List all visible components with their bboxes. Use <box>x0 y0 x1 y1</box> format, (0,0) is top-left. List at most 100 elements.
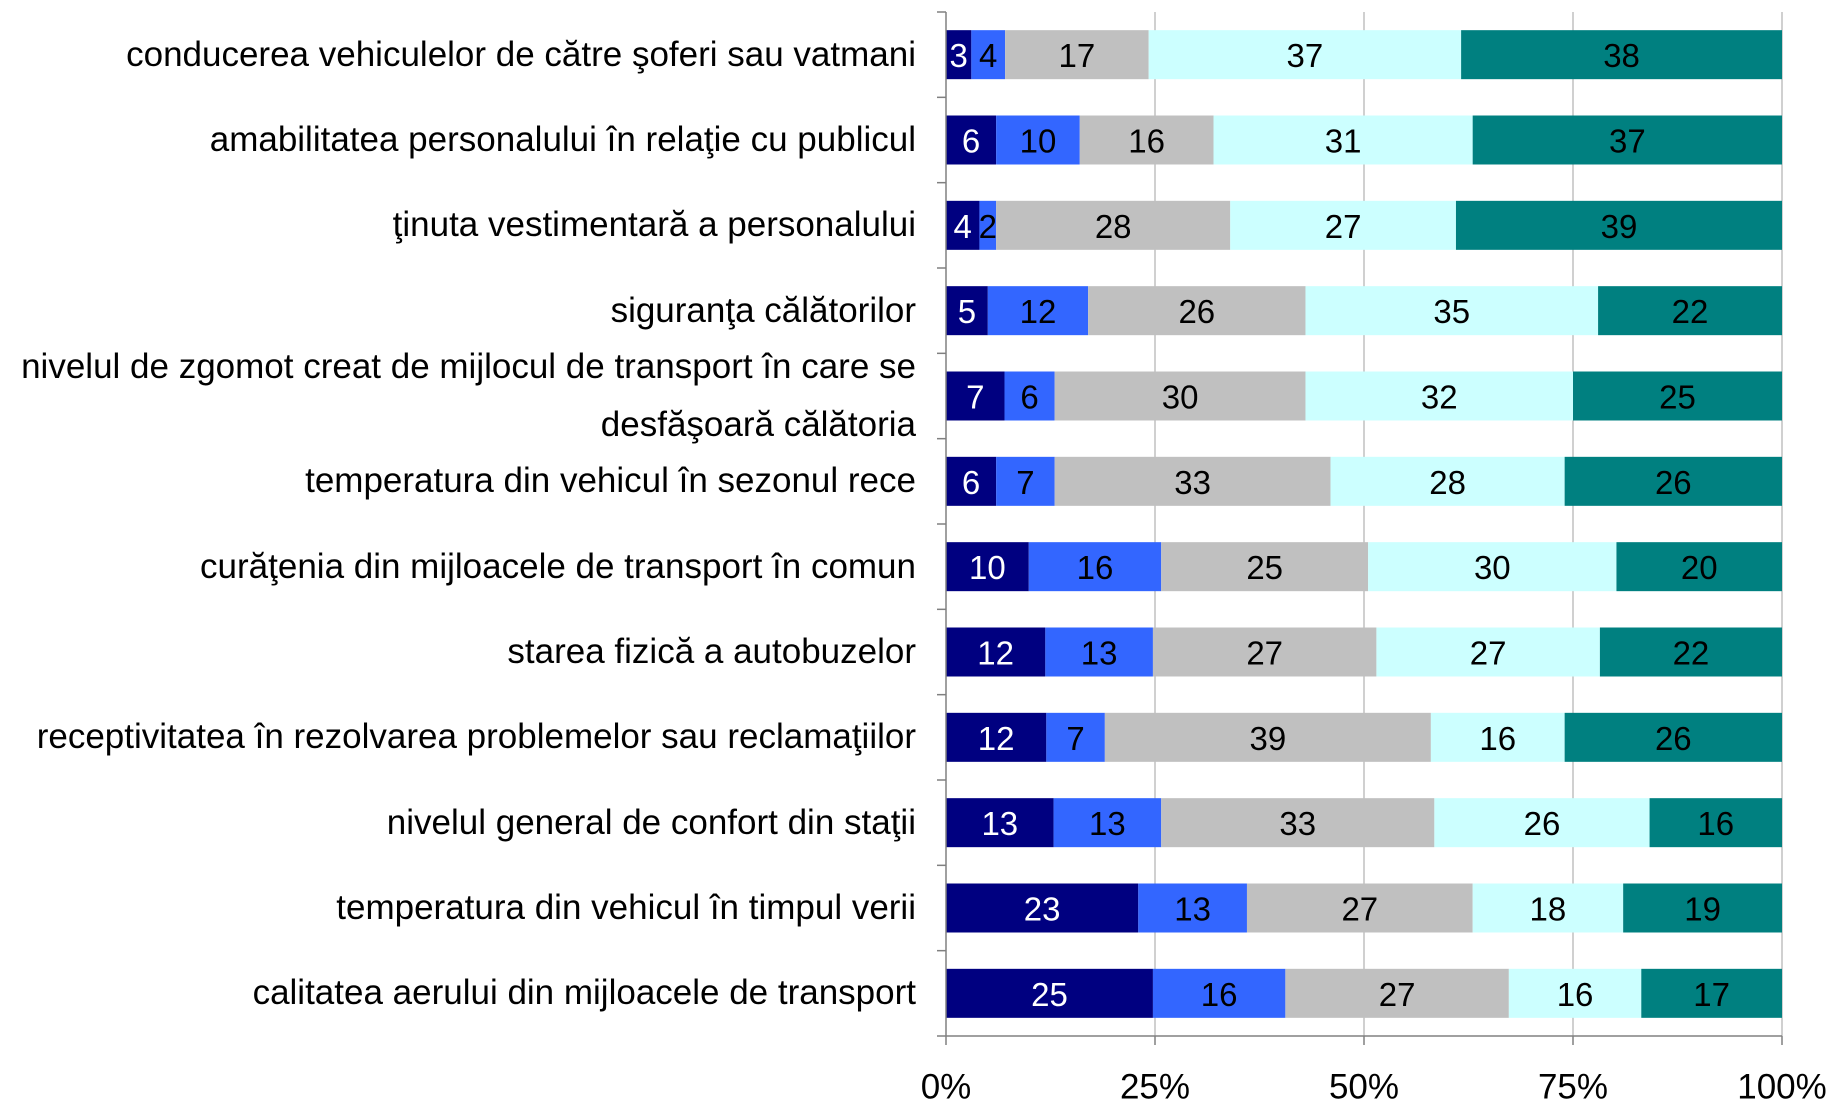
bar-segment <box>1434 798 1650 848</box>
bar-segment <box>946 371 1005 421</box>
data-label: 16 <box>1697 805 1734 842</box>
data-label: 33 <box>1174 464 1211 501</box>
bar-segment <box>946 30 972 80</box>
data-label: 13 <box>1081 635 1118 672</box>
category-label: temperatura din vehicul în sezonul rece <box>305 461 916 501</box>
data-label: 27 <box>1325 208 1362 245</box>
bar-segment <box>1573 371 1782 421</box>
bar-segment <box>1028 542 1162 592</box>
data-label: 39 <box>1250 720 1287 757</box>
bar-segment <box>1376 627 1600 677</box>
data-label: 16 <box>1201 976 1238 1013</box>
data-label: 27 <box>1246 635 1283 672</box>
bar-segment <box>1472 115 1782 165</box>
bar-segment <box>1088 286 1306 336</box>
data-label: 23 <box>1024 891 1061 928</box>
bar-segment <box>1598 286 1782 336</box>
bar-segment <box>996 115 1080 165</box>
bar-segment <box>987 286 1089 336</box>
data-label: 16 <box>1479 720 1516 757</box>
data-label: 17 <box>1693 976 1730 1013</box>
bar-segment <box>1599 627 1782 677</box>
bar-segment <box>1104 712 1431 762</box>
bar-segment <box>1005 30 1149 80</box>
x-tick-label: 0% <box>921 1068 972 1103</box>
data-label: 26 <box>1524 805 1561 842</box>
bar-segment <box>1330 456 1565 506</box>
data-label: 7 <box>1066 720 1084 757</box>
bar-segment <box>1430 712 1565 762</box>
data-label: 6 <box>962 464 980 501</box>
data-label: 19 <box>1684 891 1721 928</box>
bar-segment <box>1508 968 1642 1018</box>
bar-segment <box>946 115 997 165</box>
data-label: 33 <box>1279 805 1316 842</box>
bar-segment <box>1046 712 1105 762</box>
data-label: 27 <box>1379 976 1416 1013</box>
data-label: 25 <box>1031 976 1068 1013</box>
data-label: 3 <box>949 37 967 74</box>
bar-segment <box>1054 456 1331 506</box>
bar-segment <box>1004 371 1055 421</box>
data-label: 26 <box>1655 720 1692 757</box>
bars: 3 4 17 37 386 10 16 31 374 2 28 27 395 12 26 35 227 6 30 32… <box>946 30 1782 1018</box>
x-tick-label: 75% <box>1538 1068 1608 1103</box>
bar-segment <box>946 798 1054 848</box>
data-label: 13 <box>981 805 1018 842</box>
bar-segment <box>1461 30 1782 80</box>
data-label: 35 <box>1433 293 1470 330</box>
bar-segment <box>1152 968 1286 1018</box>
bar-segment <box>1564 456 1782 506</box>
data-label: 27 <box>1341 891 1378 928</box>
bar-segment <box>996 456 1055 506</box>
category-label: receptivitatea în rezolvarea problemelor… <box>36 717 916 757</box>
bar-segment <box>1230 200 1456 250</box>
bar-segment <box>1148 30 1462 80</box>
data-label: 37 <box>1609 123 1646 160</box>
data-label: 22 <box>1673 635 1710 672</box>
bar-segment <box>1623 883 1782 933</box>
data-label: 2 <box>979 208 997 245</box>
bar-segment <box>946 968 1153 1018</box>
bar-segment <box>1368 542 1617 592</box>
category-label: calitatea aerului din mijloacele de tran… <box>252 973 916 1013</box>
bar-segment <box>1455 200 1782 250</box>
bar-segment <box>1079 115 1214 165</box>
category-label: siguranţa călătorilor <box>610 290 916 330</box>
bar-segment <box>1472 883 1624 933</box>
bar-segment <box>946 456 997 506</box>
data-label: 32 <box>1421 379 1458 416</box>
data-label: 6 <box>1020 379 1038 416</box>
bar-segment <box>946 542 1029 592</box>
data-label: 10 <box>1020 123 1057 160</box>
category-label: nivelul de zgomot creat de mijlocul de t… <box>21 347 916 444</box>
data-label: 38 <box>1603 37 1640 74</box>
data-label: 12 <box>1020 293 1057 330</box>
data-label: 26 <box>1655 464 1692 501</box>
bar-segment <box>1053 798 1162 848</box>
data-label: 16 <box>1128 123 1165 160</box>
data-label: 5 <box>958 293 976 330</box>
category-label: amabilitatea personalului în relaţie cu … <box>209 120 916 159</box>
data-label: 4 <box>954 208 972 245</box>
data-label: 39 <box>1601 208 1638 245</box>
data-label: 13 <box>1174 891 1211 928</box>
bar-segment <box>1213 115 1473 165</box>
data-label: 7 <box>966 379 984 416</box>
category-label: starea fizică a autobuzelor <box>507 632 916 671</box>
bar-segment <box>1138 883 1247 933</box>
data-label: 4 <box>979 37 997 74</box>
bar-segment <box>1305 286 1599 336</box>
bar-segment <box>1161 542 1369 592</box>
data-label: 22 <box>1672 293 1709 330</box>
bar-segment <box>1649 798 1782 848</box>
bar-segment <box>1641 968 1782 1018</box>
data-label: 30 <box>1474 549 1511 586</box>
category-label: ţinuta vestimentară a personalului <box>392 205 916 245</box>
bar-segment <box>1152 627 1377 677</box>
data-label: 31 <box>1325 123 1362 160</box>
category-label: nivelul general de confort din staţii <box>386 802 916 842</box>
bar-segment <box>971 30 1006 80</box>
bar-segment <box>996 200 1231 250</box>
